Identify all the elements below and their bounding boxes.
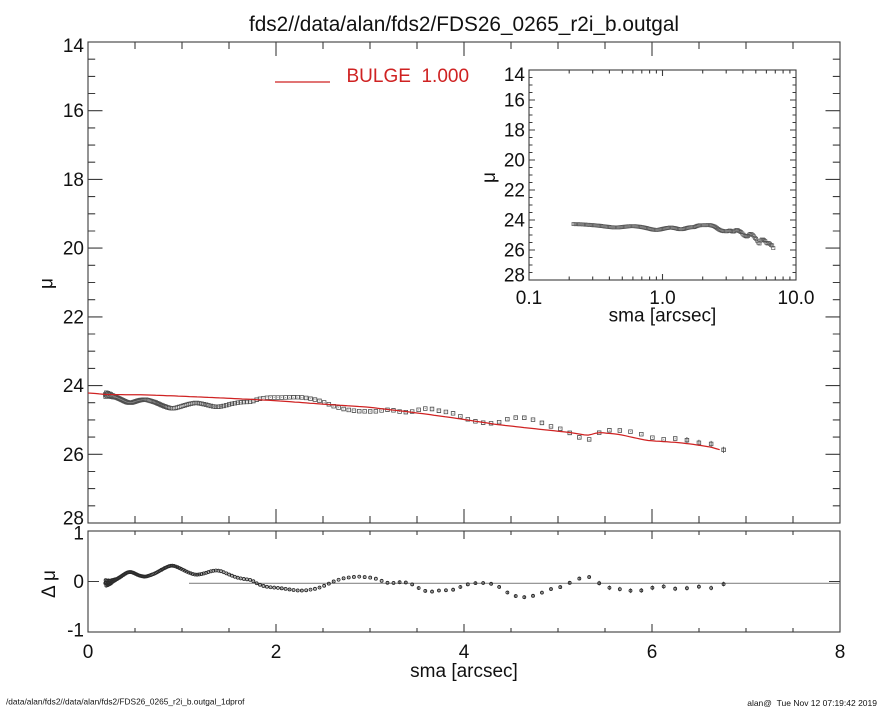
svg-text:14: 14 bbox=[63, 36, 85, 57]
svg-text:fds2//data/alan/fds2/FDS26_026: fds2//data/alan/fds2/FDS26_0265_r2i_b.ou… bbox=[249, 13, 679, 36]
svg-text:0.1: 0.1 bbox=[516, 288, 542, 309]
svg-text:18: 18 bbox=[504, 121, 525, 142]
svg-text:BULGE 1.000: BULGE 1.000 bbox=[347, 66, 470, 87]
svg-text:4: 4 bbox=[459, 642, 470, 663]
svg-text:16: 16 bbox=[63, 101, 84, 122]
svg-text:28: 28 bbox=[504, 266, 525, 287]
svg-text:sma [arcsec]: sma [arcsec] bbox=[410, 661, 518, 682]
svg-text:1: 1 bbox=[73, 524, 84, 545]
svg-text:20: 20 bbox=[504, 151, 525, 172]
svg-text:26: 26 bbox=[504, 241, 525, 262]
svg-text:10.0: 10.0 bbox=[778, 288, 815, 309]
svg-text:8: 8 bbox=[835, 642, 846, 663]
svg-text:μ: μ bbox=[479, 172, 500, 183]
svg-text:16: 16 bbox=[504, 91, 525, 112]
svg-text:28: 28 bbox=[63, 508, 84, 529]
svg-text:sma [arcsec]: sma [arcsec] bbox=[609, 306, 717, 327]
svg-text:6: 6 bbox=[647, 642, 658, 663]
svg-text:0: 0 bbox=[83, 642, 94, 663]
svg-text:2: 2 bbox=[271, 642, 282, 663]
svg-text:1.0: 1.0 bbox=[649, 288, 675, 309]
svg-text:26: 26 bbox=[63, 445, 84, 466]
svg-text:Δ μ: Δ μ bbox=[39, 570, 60, 598]
svg-text:alan@ Tue Nov 12 07:19:42 201: alan@ Tue Nov 12 07:19:42 2019 bbox=[747, 698, 877, 708]
svg-text:20: 20 bbox=[63, 239, 84, 260]
svg-text:μ: μ bbox=[37, 278, 58, 289]
svg-text:/data/alan/fds2//data/alan/fds: /data/alan/fds2//data/alan/fds2/FDS26_02… bbox=[6, 697, 245, 707]
svg-text:14: 14 bbox=[504, 65, 526, 86]
svg-text:0: 0 bbox=[73, 572, 84, 593]
svg-text:24: 24 bbox=[504, 211, 526, 232]
svg-text:22: 22 bbox=[504, 181, 525, 202]
svg-text:22: 22 bbox=[63, 307, 84, 328]
svg-text:24: 24 bbox=[63, 376, 85, 397]
svg-text:18: 18 bbox=[63, 170, 84, 191]
svg-text:-1: -1 bbox=[67, 620, 84, 641]
